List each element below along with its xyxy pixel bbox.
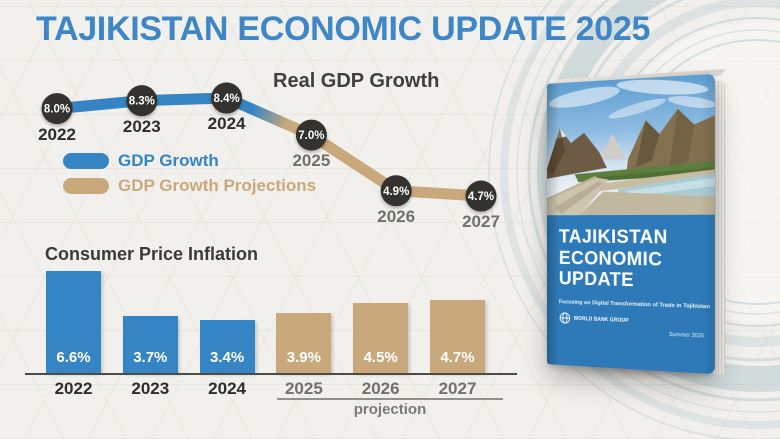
cpi-bar: 4.7% xyxy=(430,300,485,373)
world-bank-globe-icon xyxy=(559,311,571,324)
world-bank-logo-text: WORLD BANK GROUP xyxy=(573,315,629,324)
legend-label-gdp-growth: GDP Growth xyxy=(118,151,219,170)
bar-chart-axis-line xyxy=(25,373,517,375)
projection-label: projection xyxy=(353,401,427,418)
gdp-value-label: 7.0% xyxy=(298,130,324,142)
gdp-value-label: 8.0% xyxy=(44,104,70,116)
gdp-data-point: 4.9% xyxy=(380,175,412,207)
mountain-valley-photo xyxy=(547,73,715,216)
chart-legend: GDP Growth GDP Growth Projections xyxy=(63,151,317,203)
cpi-bar: 3.9% xyxy=(276,312,332,373)
line-year-label: 2025 xyxy=(292,151,331,171)
cpi-bar-value: 3.9% xyxy=(286,348,321,366)
book-title: TAJIKISTAN ECONOMIC UPDATE xyxy=(559,227,703,294)
cpi-bar-chart: projection 6.6% 2022 3.7% 2023 3.4% 2024 3.9% 2… xyxy=(25,263,525,433)
gdp-data-point: 8.0% xyxy=(41,93,73,125)
line-year-label: 2027 xyxy=(462,212,500,232)
bar-year-label: 2024 xyxy=(208,379,246,398)
book-title-line: UPDATE xyxy=(558,268,634,292)
gdp-value-label: 4.9% xyxy=(383,186,409,198)
cpi-bar: 6.6% xyxy=(46,270,101,373)
legend-swatch-gdp-projections xyxy=(63,178,109,194)
line-year-label: 2026 xyxy=(377,206,416,226)
cpi-bar-value: 4.7% xyxy=(440,348,475,366)
gdp-value-label: 8.4% xyxy=(213,93,239,105)
world-bank-logo: WORLD BANK GROUP xyxy=(559,311,686,329)
line-year-label: 2022 xyxy=(38,124,76,144)
gdp-data-point: 8.3% xyxy=(126,85,158,117)
book-title-line: ECONOMIC xyxy=(558,248,663,271)
cpi-bar: 3.4% xyxy=(199,320,255,373)
book-subtitle: Focusing on Digital Transformation of Tr… xyxy=(558,298,710,310)
legend-swatch-gdp-growth xyxy=(63,153,109,169)
book-title-line: TAJIKISTAN xyxy=(558,227,668,249)
book-cover: TAJIKISTAN ECONOMIC UPDATE Focusing on D… xyxy=(547,73,715,375)
bar-year-label: 2025 xyxy=(284,379,323,398)
cpi-bar-value: 3.7% xyxy=(133,348,168,366)
cpi-bar-value: 6.6% xyxy=(56,348,91,366)
gdp-data-point: 7.0% xyxy=(295,119,327,151)
gdp-data-point: 4.7% xyxy=(465,180,497,212)
line-chart-title: Real GDP Growth xyxy=(273,70,440,92)
bar-year-label: 2026 xyxy=(361,379,400,398)
cpi-bar-value: 3.4% xyxy=(209,348,245,366)
cpi-bar-value: 4.5% xyxy=(363,349,398,366)
gdp-value-label: 8.3% xyxy=(129,96,155,108)
line-year-label: 2024 xyxy=(207,114,246,133)
bar-year-label: 2027 xyxy=(438,379,477,398)
legend-label-gdp-projections: GDP Growth Projections xyxy=(118,176,317,195)
bar-year-label: 2022 xyxy=(54,379,93,398)
gdp-value-label: 4.7% xyxy=(468,191,494,203)
projection-underline xyxy=(277,398,503,400)
bar-year-label: 2023 xyxy=(131,379,170,398)
cpi-bar: 3.7% xyxy=(122,315,178,373)
line-year-label: 2023 xyxy=(122,116,161,136)
legend-item-gdp-growth: GDP Growth xyxy=(63,151,316,170)
gdp-data-point: 8.4% xyxy=(211,82,243,114)
book-cover-text-panel: TAJIKISTAN ECONOMIC UPDATE Focusing on D… xyxy=(547,214,715,375)
page-title: TAJIKISTAN ECONOMIC UPDATE 2025 xyxy=(36,10,651,48)
bar-chart-title: Consumer Price Inflation xyxy=(45,244,259,264)
cpi-bar: 4.5% xyxy=(353,303,409,373)
legend-item-gdp-projections: GDP Growth Projections xyxy=(63,176,317,195)
book-cover-photo xyxy=(547,73,715,216)
gdp-line-chart: 8.0% 8.3% 8.4% 7.0% 4.9% 4.7% 2022 2023 2024 2025… xyxy=(0,70,525,245)
report-book: TAJIKISTAN ECONOMIC UPDATE Focusing on D… xyxy=(547,68,726,375)
book-edition-date: Summer 2025 xyxy=(669,331,705,340)
